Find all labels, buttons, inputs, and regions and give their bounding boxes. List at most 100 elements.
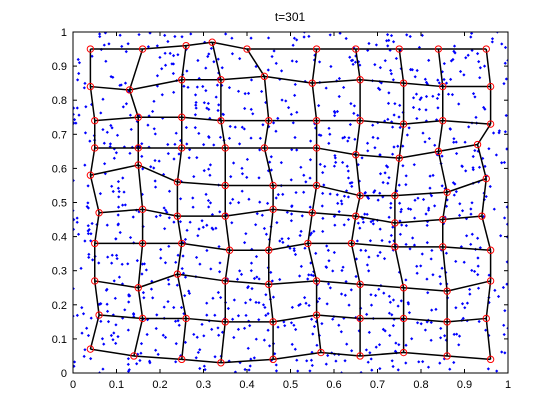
som-neuron [91,116,99,125]
data-point [412,216,417,220]
som-neuron [178,113,186,121]
data-point [404,224,408,228]
data-point [140,272,144,276]
som-edge [268,209,274,251]
data-point [370,368,374,372]
som-edge [394,246,405,288]
data-point [120,282,125,286]
som-neuron [178,144,186,152]
data-point [99,302,103,306]
som-edge [355,120,361,155]
data-point [406,207,411,211]
data-point [296,369,300,373]
som-edge [311,48,318,84]
data-point [439,336,443,340]
som-neuron [399,284,408,292]
som-edge [398,123,405,159]
y-tick-label: 0.4 [52,232,67,244]
data-point [430,308,434,312]
data-point [444,204,449,208]
data-point [292,249,296,253]
data-point [248,298,252,302]
data-point [276,116,280,120]
data-point [152,99,156,103]
data-point [328,132,332,136]
data-point [344,189,349,193]
data-point [415,264,419,268]
data-point [202,334,206,338]
som-edge [360,119,404,125]
data-point [450,93,455,97]
data-point [83,239,87,243]
data-point [152,166,156,170]
som-neuron [482,45,490,53]
data-point [173,142,177,146]
data-point [342,223,346,227]
som-neuron [86,171,95,179]
data-point [205,301,209,305]
som-neuron [443,352,451,360]
data-point [476,236,480,240]
data-point [404,183,408,187]
som-edge [403,82,443,88]
data-point [245,175,249,179]
data-point [262,338,266,342]
data-point [365,263,370,267]
data-point [380,238,384,243]
data-point [260,89,264,94]
data-point [505,222,508,226]
data-point [112,279,116,283]
data-point [174,131,178,135]
data-point [202,169,206,173]
data-point [386,181,390,185]
data-point [471,166,475,170]
data-point [500,350,504,354]
data-point [333,114,337,118]
data-point [254,254,259,259]
data-point [411,105,416,110]
data-point [98,34,102,39]
x-tick-label: 0.1 [109,379,124,391]
som-neuron [221,277,229,285]
data-point [102,43,106,47]
data-point [404,278,408,282]
data-point [304,301,308,305]
data-point [386,117,390,121]
data-point [398,125,402,130]
data-point [371,135,375,139]
data-point [411,96,416,100]
data-point [112,156,116,160]
data-point [399,210,403,214]
som-edge [394,158,400,196]
data-point [328,286,332,290]
data-point [444,81,449,85]
data-point [110,261,114,265]
data-point [261,303,266,307]
data-point [204,89,208,93]
data-point [131,215,135,219]
data-point [470,232,474,236]
som-edge [272,314,317,323]
data-point [139,342,144,346]
som-neuron [443,188,451,196]
som-edge [177,181,226,187]
som-edge [312,78,361,84]
data-point [201,84,205,89]
data-point [82,86,86,90]
data-point [167,216,171,220]
data-point [207,107,211,112]
data-point [418,97,422,102]
data-point [505,260,508,264]
data-point [240,189,244,193]
data-point [194,356,198,360]
data-point [503,45,508,50]
data-point [490,40,494,44]
data-point [206,54,210,59]
som-edge [447,317,487,323]
data-point [260,213,264,217]
som-edge [311,185,318,213]
data-point [123,81,128,85]
data-point [391,78,395,82]
data-point [214,95,218,99]
